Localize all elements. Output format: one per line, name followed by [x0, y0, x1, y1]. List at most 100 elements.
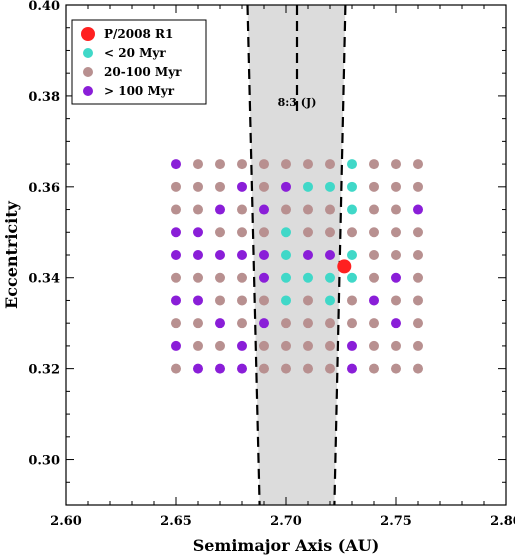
point-20-100-myr: [369, 318, 379, 329]
point-20-100-myr: [391, 204, 401, 215]
point-20-100-myr: [237, 204, 247, 215]
resonance-left-boundary: [246, 4, 261, 506]
point-gt-100-myr: [391, 318, 401, 329]
point-gt-100-myr: [347, 363, 357, 374]
point-20-100-myr: [171, 318, 181, 329]
point-20-100-myr: [281, 159, 291, 170]
point-20-100-myr: [347, 227, 357, 238]
point-20-100-myr: [413, 250, 423, 260]
point-gt-100-myr: [171, 159, 181, 170]
point-20-100-myr: [303, 227, 313, 238]
resonance-region: [246, 4, 347, 506]
point-20-100-myr: [391, 363, 401, 374]
point-20-100-myr: [303, 295, 313, 306]
point-20-100-myr: [237, 272, 247, 283]
legend: P/2008 R1 < 20 Myr 20-100 Myr > 100 Myr: [71, 19, 207, 105]
point-20-100-myr: [325, 204, 335, 215]
tick-labels: 2.60 2.65 2.70 2.75 2.80 0.30 0.32 0.34 0.36 0.38…: [28, 0, 515, 529]
point-gt-100-myr: [237, 250, 247, 260]
point-20-100-myr: [281, 363, 291, 374]
point-20-100-myr: [303, 204, 313, 215]
point-20-100-myr: [281, 318, 291, 329]
point-20-100-myr: [259, 340, 269, 351]
point-20-100-myr: [237, 159, 247, 170]
point-20-100-myr: [193, 204, 203, 215]
point-20-100-myr: [413, 181, 423, 192]
point-lt-20-myr: [281, 295, 291, 306]
point-gt-100-myr: [237, 363, 247, 374]
point-20-100-myr: [391, 295, 401, 306]
point-gt-100-myr: [347, 340, 357, 351]
point-20-100-myr: [193, 181, 203, 192]
point-20-100-myr: [303, 363, 313, 374]
point-gt-100-myr: [259, 250, 269, 260]
point-lt-20-myr: [347, 159, 357, 170]
point-gt-100-myr: [193, 227, 203, 238]
point-20-100-myr: [325, 363, 335, 374]
y-tick-label: 0.34: [28, 272, 60, 287]
legend-item-p2008-r1: P/2008 R1: [81, 27, 173, 41]
point-20-100-myr: [413, 340, 423, 351]
point-20-100-myr: [215, 159, 225, 170]
point-20-100-myr: [413, 159, 423, 170]
point-20-100-myr: [391, 227, 401, 238]
legend-marker: [83, 86, 93, 96]
point-20-100-myr: [369, 363, 379, 374]
point-20-100-myr: [325, 227, 335, 238]
point-lt-20-myr: [347, 272, 357, 283]
point-lt-20-myr: [325, 272, 335, 283]
point-lt-20-myr: [281, 272, 291, 283]
point-20-100-myr: [347, 318, 357, 329]
point-20-100-myr: [259, 227, 269, 238]
legend-item-20-100-myr: 20-100 Myr: [83, 65, 182, 79]
point-20-100-myr: [171, 272, 181, 283]
legend-label: < 20 Myr: [104, 46, 166, 60]
legend-label: P/2008 R1: [104, 27, 173, 41]
point-20-100-myr: [281, 204, 291, 215]
point-20-100-myr: [215, 340, 225, 351]
point-gt-100-myr: [237, 181, 247, 192]
point-lt-20-myr: [347, 204, 357, 215]
point-20-100-myr: [369, 250, 379, 260]
point-20-100-myr: [259, 363, 269, 374]
point-20-100-myr: [215, 272, 225, 283]
point-20-100-myr: [325, 318, 335, 329]
point-lt-20-myr: [325, 295, 335, 306]
point-gt-100-myr: [259, 318, 269, 329]
point-gt-100-myr: [171, 295, 181, 306]
point-20-100-myr: [369, 340, 379, 351]
point-20-100-myr: [303, 318, 313, 329]
point-20-100-myr: [215, 227, 225, 238]
point-20-100-myr: [303, 159, 313, 170]
point-gt-100-myr: [193, 295, 203, 306]
point-20-100-myr: [325, 159, 335, 170]
point-gt-100-myr: [391, 272, 401, 283]
point-20-100-myr: [171, 363, 181, 374]
point-p2008-r1: [337, 259, 352, 274]
y-tick-label: 0.30: [28, 454, 60, 469]
point-20-100-myr: [259, 181, 269, 192]
point-lt-20-myr: [347, 250, 357, 260]
point-20-100-myr: [391, 340, 401, 351]
point-gt-100-myr: [237, 340, 247, 351]
point-20-100-myr: [413, 227, 423, 238]
point-20-100-myr: [259, 159, 269, 170]
point-20-100-myr: [237, 318, 247, 329]
point-20-100-myr: [391, 181, 401, 192]
y-tick-label: 0.36: [28, 181, 60, 196]
point-20-100-myr: [391, 250, 401, 260]
point-gt-100-myr: [303, 250, 313, 260]
point-gt-100-myr: [215, 204, 225, 215]
point-gt-100-myr: [171, 227, 181, 238]
point-20-100-myr: [237, 227, 247, 238]
y-tick-label: 0.38: [28, 90, 60, 105]
point-20-100-myr: [413, 318, 423, 329]
point-gt-100-myr: [171, 250, 181, 260]
x-tick-label: 2.80: [490, 514, 515, 529]
y-axis-label: Eccentricity: [2, 200, 21, 309]
point-20-100-myr: [193, 340, 203, 351]
point-20-100-myr: [369, 204, 379, 215]
x-tick-label: 2.75: [380, 514, 412, 529]
legend-marker: [83, 48, 93, 58]
